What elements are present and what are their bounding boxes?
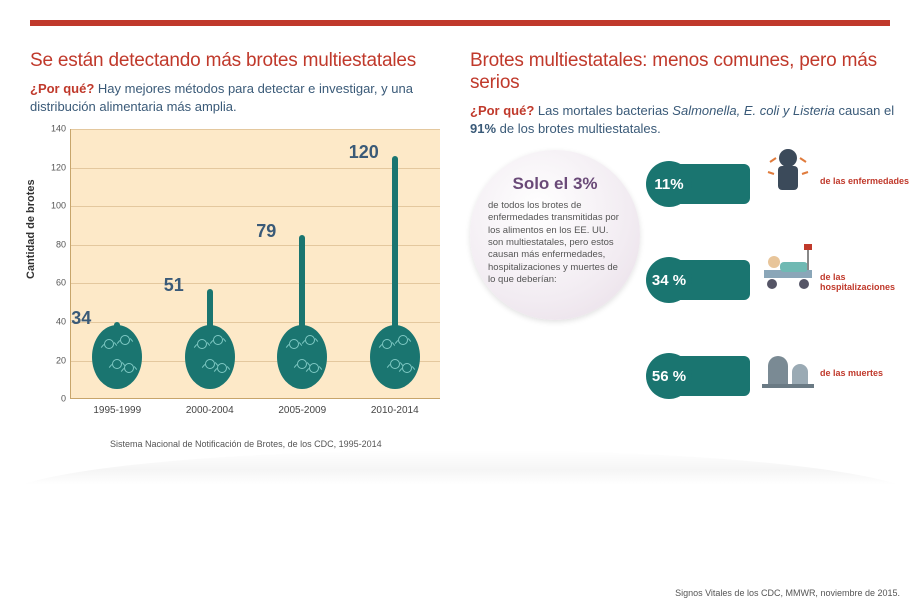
chart-plot-area: 341995-1999512000-2004792005-20091202010… — [70, 129, 440, 399]
germ-icon — [390, 359, 400, 369]
stat-row: 11%de las enfermedades — [650, 140, 900, 228]
ytick-label: 120 — [46, 163, 66, 172]
why-text-1: Las mortales bacterias — [534, 103, 672, 118]
xtick-label: 2000-2004 — [170, 405, 250, 416]
bar-value-label: 120 — [349, 142, 379, 163]
xtick-label: 1995-1999 — [77, 405, 157, 416]
bar-group: 341995-1999 — [77, 322, 157, 399]
bottom-swoosh — [0, 450, 920, 500]
why-label: ¿Por qué? — [30, 81, 94, 96]
right-headline: Brotes multiestatales: menos comunes, pe… — [470, 50, 900, 94]
germ-icon — [197, 339, 207, 349]
grid-line — [71, 129, 440, 130]
bar-group: 792005-2009 — [262, 235, 342, 398]
bar-value-label: 51 — [164, 275, 184, 296]
right-subtext: ¿Por qué? Las mortales bacterias Salmone… — [470, 102, 900, 137]
tombstone-icon — [758, 336, 818, 392]
bar-value-label: 79 — [256, 221, 276, 242]
ytick-label: 0 — [46, 395, 66, 404]
outbreak-chart: Cantidad de brotes 341995-1999512000-200… — [30, 129, 445, 449]
callout-title: Solo el 3% — [488, 174, 622, 194]
accent-top-bar — [30, 20, 890, 26]
stat-pct: 11% — [646, 161, 692, 207]
stat-badge: 11% — [650, 164, 750, 204]
stat-label: de las muertes — [820, 368, 910, 378]
germ-icon — [205, 359, 215, 369]
stat-row: 56 %de las muertes — [650, 332, 900, 420]
germ-icon — [124, 363, 134, 373]
hospital-bed-icon — [758, 240, 818, 296]
germ-icon — [305, 335, 315, 345]
spoon-bar — [185, 289, 235, 393]
callout-body: de todos los brotes de enfermedades tran… — [488, 200, 622, 286]
ytick-label: 100 — [46, 202, 66, 211]
spoon-bar — [92, 322, 142, 394]
germ-icon — [297, 359, 307, 369]
sick-person-icon — [758, 144, 818, 200]
stat-badge: 56 % — [650, 356, 750, 396]
germ-icon — [120, 335, 130, 345]
ytick-label: 140 — [46, 125, 66, 134]
germ-icon — [217, 363, 227, 373]
why-label-right: ¿Por qué? — [470, 103, 534, 118]
spoon-bar — [277, 235, 327, 393]
stat-pct: 34 % — [646, 257, 692, 303]
stat-row: 34 %de las hospitalizaciones — [650, 236, 900, 324]
bar-value-label: 34 — [71, 308, 91, 329]
stat-badge: 34 % — [650, 260, 750, 300]
xtick-label: 2005-2009 — [262, 405, 342, 416]
tombstone-icon — [758, 336, 818, 392]
left-source: Sistema Nacional de Notificación de Brot… — [110, 439, 382, 449]
left-subtext: ¿Por qué? Hay mejores métodos para detec… — [30, 80, 445, 115]
bar-group: 512000-2004 — [170, 289, 250, 398]
germ-icon — [402, 363, 412, 373]
ytick-label: 20 — [46, 356, 66, 365]
ytick-label: 60 — [46, 279, 66, 288]
stat-pct: 56 % — [646, 353, 692, 399]
right-source: Signos Vitales de los CDC, MMWR, noviemb… — [660, 588, 900, 598]
germ-icon — [112, 359, 122, 369]
why-italic: Salmonella, E. coli y Listeria — [672, 103, 835, 118]
why-text-2: causan el — [835, 103, 894, 118]
chart-ylabel: Cantidad de brotes — [25, 179, 37, 279]
germ-icon — [398, 335, 408, 345]
why-text-3: de los brotes multiestatales. — [496, 121, 661, 136]
hospital-bed-icon — [758, 240, 818, 296]
germ-icon — [104, 339, 114, 349]
ytick-label: 40 — [46, 317, 66, 326]
stat-label: de las hospitalizaciones — [820, 272, 910, 292]
germ-icon — [213, 335, 223, 345]
spoon-bar — [370, 156, 420, 393]
why-bold: 91% — [470, 121, 496, 136]
right-panel: Brotes multiestatales: menos comunes, pe… — [470, 50, 900, 137]
stats-column: 11%de las enfermedades34 %de las hospita… — [650, 140, 900, 428]
left-panel: Se están detectando más brotes multiesta… — [30, 50, 445, 449]
germ-icon — [382, 339, 392, 349]
sick-person-icon — [758, 144, 818, 200]
germ-icon — [309, 363, 319, 373]
xtick-label: 2010-2014 — [355, 405, 435, 416]
bar-group: 1202010-2014 — [355, 156, 435, 398]
callout-bubble: Solo el 3% de todos los brotes de enferm… — [470, 150, 640, 380]
ytick-label: 80 — [46, 240, 66, 249]
left-headline: Se están detectando más brotes multiesta… — [30, 50, 445, 72]
germ-icon — [289, 339, 299, 349]
stat-label: de las enfermedades — [820, 176, 910, 186]
